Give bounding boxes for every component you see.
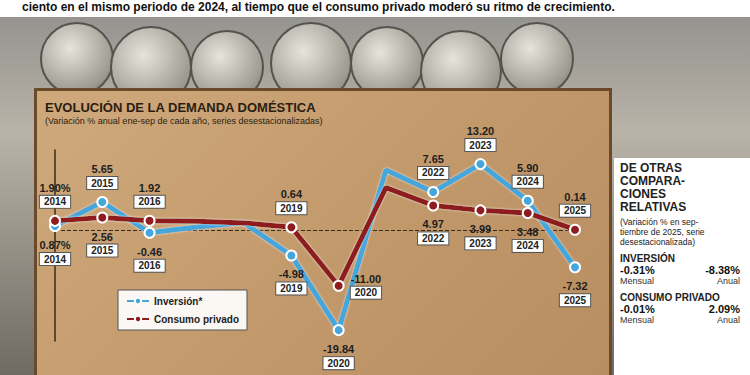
html-text:DE OTRAS: DE OTRAS [620, 161, 682, 175]
svg-text:2020: 2020 [355, 287, 378, 298]
svg-text:2019: 2019 [280, 283, 303, 294]
svg-text:2016: 2016 [138, 196, 161, 207]
svg-text:2.56: 2.56 [92, 231, 113, 243]
html-text:COMPARA-: COMPARA- [620, 174, 686, 188]
svg-text:7.65: 7.65 [422, 153, 443, 165]
html-text:Mensual: Mensual [620, 315, 654, 325]
html-text:-0.01%: -0.01% [620, 303, 655, 315]
svg-text:0.87%: 0.87% [39, 239, 70, 251]
svg-text:2023: 2023 [469, 140, 492, 151]
svg-text:2015: 2015 [91, 178, 114, 189]
svg-text:5.65: 5.65 [92, 163, 113, 175]
svg-text:EVOLUCIÓN DE LA DEMANDA DOMÉST: EVOLUCIÓN DE LA DEMANDA DOMÉSTICA [45, 100, 316, 115]
svg-text:-11.00: -11.00 [351, 273, 382, 285]
svg-text:2014: 2014 [44, 196, 67, 207]
svg-text:2025: 2025 [564, 205, 587, 216]
svg-text:0.14: 0.14 [564, 191, 586, 203]
html-text:RELATIVAS: RELATIVAS [620, 200, 687, 214]
html-text:Anual: Anual [717, 276, 740, 286]
html-text:2.09%: 2.09% [708, 303, 740, 315]
html-text:Anual: Anual [717, 315, 740, 325]
svg-text:2024: 2024 [517, 176, 540, 187]
html-text:desestacionalizada): desestacionalizada) [620, 237, 696, 247]
svg-text:2025: 2025 [564, 295, 587, 306]
html-text:ciento en el mismo periodo de: ciento en el mismo periodo de 2024, al t… [22, 0, 615, 14]
svg-text:4.97: 4.97 [422, 218, 443, 230]
svg-text:13.20: 13.20 [467, 125, 495, 137]
html-text:INVERSIÓN: INVERSIÓN [620, 253, 675, 264]
svg-text:2022: 2022 [422, 167, 445, 178]
svg-text:-7.32: -7.32 [562, 280, 587, 292]
svg-text:-4.98: -4.98 [279, 268, 304, 280]
svg-text:2016: 2016 [138, 260, 161, 271]
svg-text:(Variación % anual ene-sep de: (Variación % anual ene-sep de cada año, … [45, 116, 323, 126]
html-text:Mensual: Mensual [620, 276, 654, 286]
svg-text:2014: 2014 [44, 254, 67, 265]
html-text:CONSUMO PRIVADO: CONSUMO PRIVADO [620, 292, 720, 303]
svg-text:2023: 2023 [469, 238, 492, 249]
svg-text:2019: 2019 [280, 203, 303, 214]
svg-text:1.92: 1.92 [139, 182, 160, 194]
html-text:tiembre de 2025, serie: tiembre de 2025, serie [620, 227, 705, 237]
svg-text:-0.46: -0.46 [137, 246, 162, 258]
svg-text:3.99: 3.99 [470, 223, 491, 235]
svg-text:1.90%: 1.90% [39, 182, 70, 194]
html-text:(Variación % en sep-: (Variación % en sep- [620, 217, 699, 227]
svg-text:5.90: 5.90 [517, 162, 538, 174]
svg-text:2022: 2022 [422, 233, 445, 244]
svg-text:2020: 2020 [328, 358, 351, 369]
html-text:-8.38%: -8.38% [705, 264, 740, 276]
svg-text:3.48: 3.48 [517, 226, 538, 238]
svg-text:2015: 2015 [91, 245, 114, 256]
html-text:CIONES: CIONES [620, 187, 666, 201]
html-text:-0.31%: -0.31% [620, 264, 655, 276]
svg-text:2024: 2024 [517, 240, 540, 251]
svg-text:Inversión*: Inversión* [154, 296, 202, 307]
svg-text:0.64: 0.64 [281, 188, 303, 200]
svg-text:-19.84: -19.84 [323, 343, 355, 355]
svg-text:Consumo privado: Consumo privado [154, 314, 239, 325]
